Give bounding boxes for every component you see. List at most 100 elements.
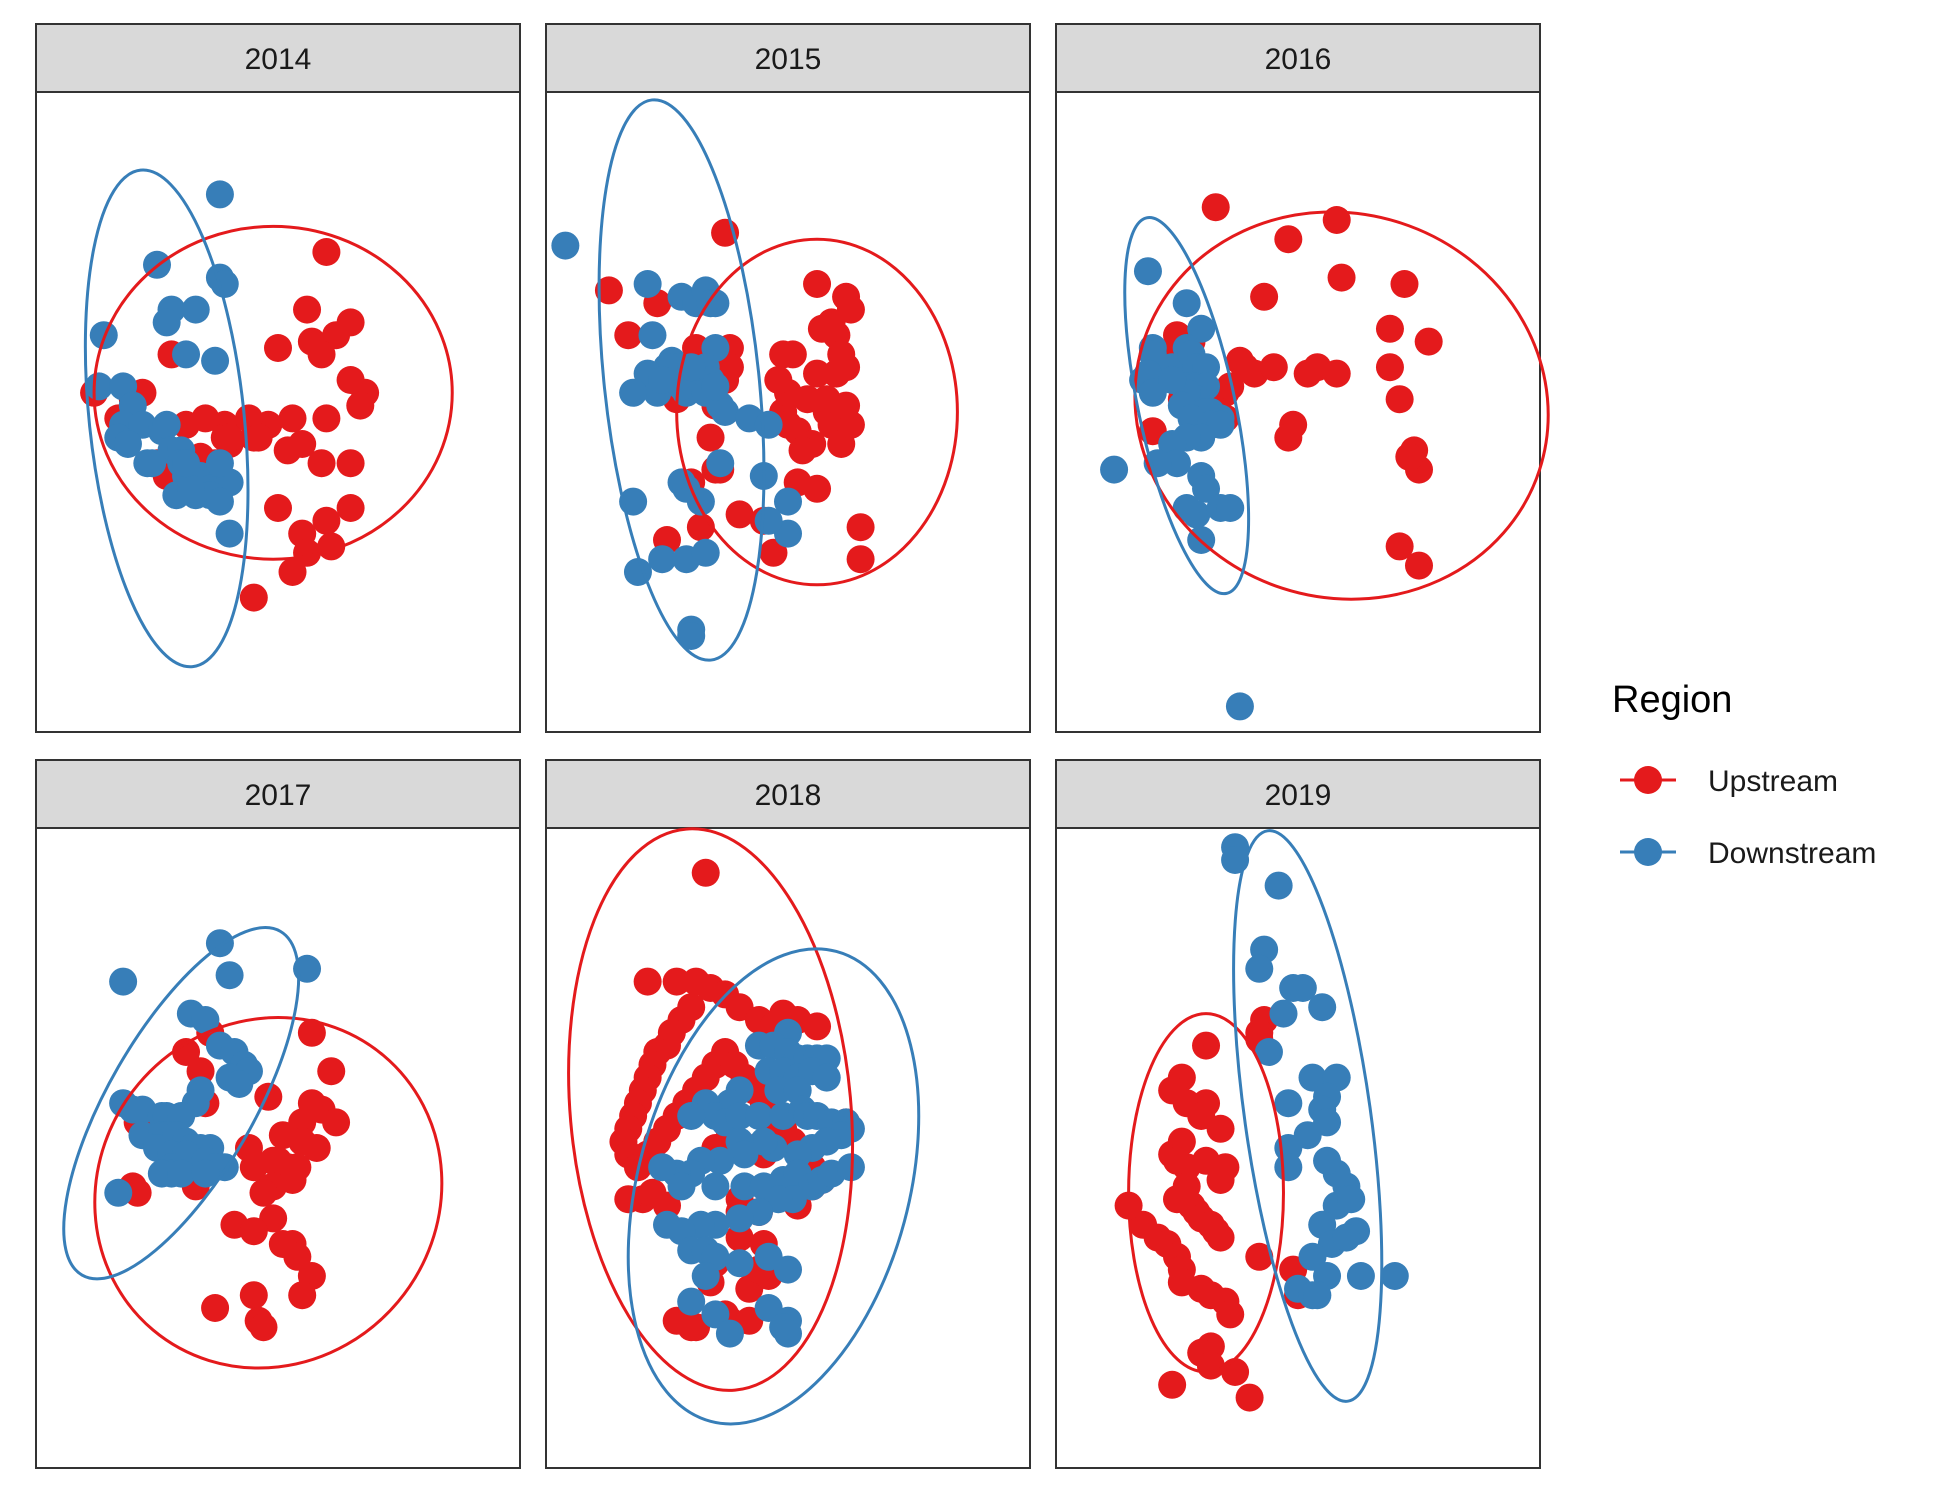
data-point-downstream: [715, 1319, 744, 1348]
data-point-downstream: [725, 1102, 754, 1130]
data-point-upstream: [322, 1108, 351, 1137]
data-point-upstream: [172, 1038, 201, 1066]
data-point-upstream: [1158, 1370, 1187, 1399]
data-point-downstream: [691, 1262, 720, 1290]
confidence-ellipse-downstream: [83, 168, 250, 669]
data-point-downstream: [774, 1255, 802, 1284]
facet-strip-label: 2017: [245, 779, 312, 812]
data-point-upstream: [778, 340, 807, 369]
data-point-upstream: [1390, 270, 1419, 298]
data-point-upstream: [1235, 1383, 1264, 1412]
legend-label: Downstream: [1708, 837, 1876, 870]
data-point-downstream: [638, 321, 667, 350]
data-point-downstream: [551, 231, 580, 260]
confidence-ellipse-upstream: [1127, 1012, 1285, 1374]
data-point-upstream: [832, 391, 861, 420]
data-point-downstream: [691, 538, 720, 567]
data-point-upstream: [1216, 1300, 1245, 1329]
data-point-upstream: [1245, 1242, 1274, 1271]
facet-panel-2017: 2017: [35, 759, 521, 1469]
facet-panel-2018: 2018: [545, 759, 1031, 1469]
data-point-upstream: [293, 538, 322, 567]
data-point-upstream: [239, 1217, 268, 1246]
data-point-downstream: [1192, 474, 1221, 503]
data-point-downstream: [1163, 449, 1191, 478]
data-point-upstream: [803, 270, 832, 298]
facet-strip: [35, 23, 521, 93]
data-point-downstream: [225, 1070, 254, 1098]
data-point-upstream: [1206, 1223, 1235, 1252]
confidence-ellipse-downstream: [62, 926, 301, 1281]
data-point-downstream: [701, 289, 730, 318]
facet-strip-label: 2019: [1265, 779, 1332, 812]
data-point-upstream: [123, 1178, 152, 1207]
data-point-downstream: [1158, 366, 1187, 394]
data-point-upstream: [1250, 282, 1279, 311]
data-point-downstream: [667, 1172, 696, 1201]
data-point-upstream: [249, 1178, 278, 1207]
data-point-downstream: [215, 519, 244, 548]
data-point-upstream: [1385, 385, 1414, 414]
data-point-upstream: [1303, 353, 1332, 382]
data-point-upstream: [239, 1281, 268, 1310]
data-point-downstream: [109, 967, 138, 996]
data-point-downstream: [1303, 1281, 1332, 1310]
data-point-downstream: [176, 474, 205, 503]
data-point-upstream: [846, 513, 875, 542]
data-point-upstream: [653, 1191, 681, 1220]
data-point-upstream: [691, 858, 720, 887]
data-point-downstream: [677, 1287, 706, 1316]
facet-strip-label: 2018: [755, 779, 822, 812]
data-point-upstream: [239, 583, 268, 612]
data-point-upstream: [1375, 353, 1404, 382]
data-point-downstream: [1225, 692, 1254, 721]
legend-title: Region: [1612, 679, 1732, 721]
data-point-downstream: [1172, 494, 1201, 522]
series-upstream: [1114, 1006, 1312, 1412]
data-point-downstream: [677, 1102, 706, 1130]
data-point-upstream: [1414, 327, 1443, 356]
legend-key-dot: [1634, 766, 1662, 794]
data-point-downstream: [744, 1102, 773, 1130]
data-point-downstream: [1346, 1262, 1375, 1290]
data-point-upstream: [264, 494, 292, 522]
data-point-downstream: [205, 449, 234, 478]
data-point-downstream: [648, 545, 677, 574]
data-point-upstream: [1206, 1166, 1235, 1194]
data-point-upstream: [803, 359, 832, 388]
data-point-downstream: [84, 372, 113, 401]
data-point-upstream: [283, 1242, 312, 1271]
data-point-upstream: [201, 1294, 230, 1322]
data-point-upstream: [336, 494, 365, 522]
data-point-upstream: [594, 276, 623, 305]
data-point-upstream: [614, 1185, 643, 1214]
data-point-upstream: [302, 1134, 331, 1162]
data-point-downstream: [774, 1319, 802, 1348]
series-downstream: [648, 1018, 865, 1348]
facet-strip-label: 2014: [245, 43, 312, 76]
data-point-downstream: [725, 1249, 754, 1278]
data-point-upstream: [186, 1057, 215, 1086]
data-point-upstream: [312, 404, 341, 433]
data-point-downstream: [1172, 289, 1201, 318]
data-point-downstream: [147, 1159, 176, 1188]
data-point-upstream: [803, 474, 832, 503]
data-point-downstream: [619, 378, 648, 407]
data-point-upstream: [1375, 314, 1404, 343]
data-point-downstream: [152, 308, 181, 337]
legend-entry-upstream: Upstream: [1620, 765, 1838, 798]
data-point-upstream: [807, 314, 836, 343]
data-point-upstream: [1322, 206, 1351, 234]
series-downstream: [104, 929, 322, 1207]
series-downstream: [84, 180, 244, 548]
data-point-downstream: [1254, 1038, 1283, 1066]
data-point-downstream: [181, 295, 210, 324]
data-point-downstream: [1274, 1153, 1303, 1182]
data-point-upstream: [1192, 1031, 1221, 1060]
legend-entry-downstream: Downstream: [1620, 837, 1876, 870]
facet-panel-2014: 2014: [35, 23, 521, 733]
data-point-upstream: [662, 967, 691, 996]
data-point-upstream: [254, 1082, 283, 1111]
facet-strip: [545, 23, 1031, 93]
data-point-downstream: [205, 180, 234, 209]
